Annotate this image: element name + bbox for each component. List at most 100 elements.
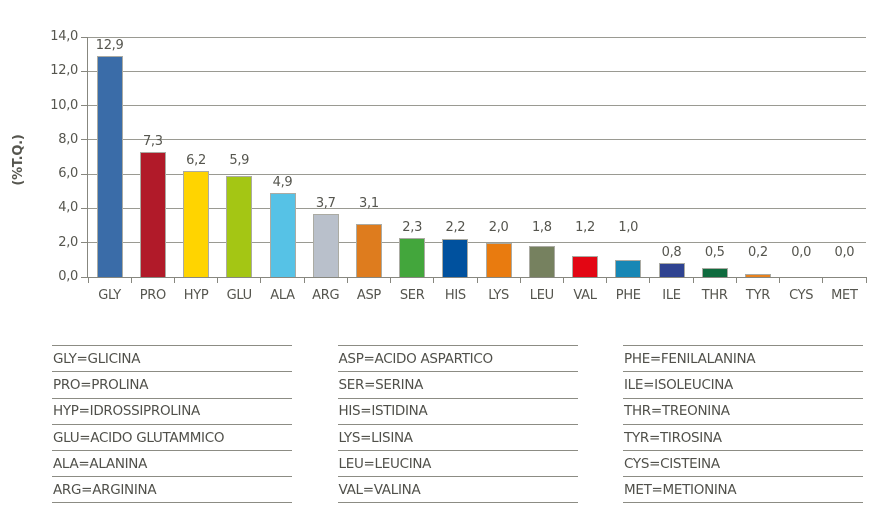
legend-item: SER=SERINA xyxy=(337,371,578,397)
x-tick-mark xyxy=(692,277,694,283)
x-axis-line xyxy=(87,277,866,278)
x-tick-mark xyxy=(779,277,781,283)
gridline-14,0 xyxy=(88,36,866,38)
category-label-VAL: VAL xyxy=(573,288,597,303)
legend-item: PHE=FENILALANINA xyxy=(623,345,863,371)
bar-ASP xyxy=(355,223,382,277)
value-label-LYS: 2,0 xyxy=(488,219,509,235)
gridline-10,0 xyxy=(88,105,866,107)
x-tick-mark xyxy=(822,277,824,283)
value-label-HYP: 6,2 xyxy=(186,152,206,168)
legend-item: ASP=ACIDO ASPARTICO xyxy=(337,345,578,371)
bar-ILE xyxy=(658,263,685,277)
bar-SER xyxy=(399,237,426,277)
y-tick-label: 2,0 xyxy=(58,234,78,250)
legend-item: HYP=IDROSSIPROLINA xyxy=(52,397,292,424)
bar-ARG xyxy=(312,213,339,277)
x-tick-mark xyxy=(865,277,867,283)
value-label-THR: 0,5 xyxy=(704,245,725,261)
x-tick-mark xyxy=(217,277,219,283)
category-label-ILE: ILE xyxy=(662,288,681,303)
category-label-SER: SER xyxy=(399,288,425,303)
value-label-PHE: 1,0 xyxy=(618,219,639,235)
legend-item: CYS=CISTEINA xyxy=(623,450,863,476)
gridline-4,0 xyxy=(88,207,866,209)
x-tick-mark xyxy=(519,277,521,283)
legend-item: TYR=TIROSINA xyxy=(623,423,863,450)
x-tick-mark xyxy=(260,277,262,283)
x-tick-mark xyxy=(173,277,175,283)
y-tick-label: 12,0 xyxy=(50,63,78,79)
value-label-LEU: 1,8 xyxy=(531,219,552,235)
plot-area: 0,0 2,0 4,0 6,0 8,0 10,0 12,0 14,0 12,9 GLY 7,3 PRO… xyxy=(50,29,867,303)
category-label-LEU: LEU xyxy=(529,288,554,303)
y-tick-mark xyxy=(81,276,88,278)
value-label-MET: 0,0 xyxy=(834,245,855,261)
legend-item: LEU=LEUCINA xyxy=(337,450,578,476)
y-tick-label: 6,0 xyxy=(58,166,78,182)
value-label-ARG: 3,7 xyxy=(315,195,336,211)
legend-item: GLY=GLICINA xyxy=(52,345,292,371)
bar-PRO xyxy=(139,151,166,277)
value-label-GLY: 12,9 xyxy=(95,37,124,53)
category-label-PRO: PRO xyxy=(139,288,167,303)
x-tick-mark xyxy=(476,277,478,283)
legend-item: PRO=PROLINA xyxy=(52,371,292,397)
y-tick-mark xyxy=(81,105,88,107)
legend-item: HIS=ISTIDINA xyxy=(337,397,578,424)
x-tick-mark xyxy=(346,277,348,283)
gridline-6,0 xyxy=(88,173,866,175)
value-label-GLU: 5,9 xyxy=(229,152,250,168)
category-label-GLY: GLY xyxy=(98,288,121,303)
value-label-HIS: 2,2 xyxy=(445,219,466,235)
y-tick-label: 14,0 xyxy=(50,29,78,44)
gridline-12,0 xyxy=(88,70,866,72)
x-tick-mark xyxy=(562,277,564,283)
value-label-ASP: 3,1 xyxy=(359,195,379,211)
value-label-SER: 2,3 xyxy=(402,219,423,235)
bar-VAL xyxy=(572,256,599,277)
y-tick-label: 4,0 xyxy=(58,200,78,216)
bar-TYR xyxy=(744,273,771,277)
bar-LEU xyxy=(528,246,555,277)
category-label-HYP: HYP xyxy=(183,288,209,303)
legend-column-2: ASP=ACIDO ASPARTICO SER=SERINA HIS=ISTIDIN… xyxy=(337,345,578,503)
value-label-CYS: 0,0 xyxy=(791,245,812,261)
legend-item: VAL=VALINA xyxy=(337,476,578,503)
bar-PHE xyxy=(615,259,642,277)
bar-HIS xyxy=(442,239,469,277)
bar-LYS xyxy=(485,242,512,277)
category-label-HIS: HIS xyxy=(444,288,466,303)
bar-ALA xyxy=(269,193,296,277)
x-tick-mark xyxy=(433,277,435,283)
value-label-ALA: 4,9 xyxy=(272,175,293,190)
legend-item: ILE=ISOLEUCINA xyxy=(623,371,863,397)
x-tick-mark xyxy=(606,277,608,283)
category-label-TYR: TYR xyxy=(745,288,770,303)
x-tick-mark xyxy=(390,277,392,283)
legend-item: LYS=LISINA xyxy=(337,423,578,450)
category-label-PHE: PHE xyxy=(615,288,641,303)
category-label-CYS: CYS xyxy=(789,288,814,303)
category-label-MET: MET xyxy=(831,288,858,303)
bar-THR xyxy=(701,268,728,277)
x-tick-mark xyxy=(735,277,737,283)
category-label-THR: THR xyxy=(701,288,728,303)
value-label-PRO: 7,3 xyxy=(142,133,163,149)
x-tick-mark xyxy=(303,277,305,283)
bar-HYP xyxy=(183,170,210,277)
value-label-ILE: 0,8 xyxy=(661,245,682,261)
x-tick-mark xyxy=(130,277,132,283)
category-label-ASP: ASP xyxy=(356,288,381,303)
gridline-2,0 xyxy=(88,242,866,244)
legend-item: ALA=ALANINA xyxy=(52,450,292,476)
bar-GLY xyxy=(96,55,123,277)
legend-item: ARG=ARGININA xyxy=(52,476,292,503)
gridline-8,0 xyxy=(88,139,866,141)
category-label-ALA: ALA xyxy=(270,288,295,303)
y-tick-mark xyxy=(81,139,88,141)
y-tick-mark xyxy=(81,36,88,38)
value-label-VAL: 1,2 xyxy=(575,219,595,235)
legend-item: MET=METIONINA xyxy=(623,476,863,503)
y-axis-line xyxy=(87,37,88,277)
